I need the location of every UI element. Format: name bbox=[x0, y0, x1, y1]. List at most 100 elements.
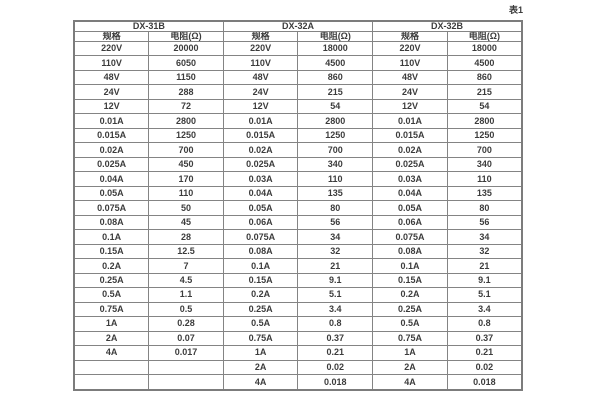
table-cell: 860 bbox=[446, 69, 523, 86]
table-row: 2A 0.02 2A 0.02 bbox=[73, 359, 523, 376]
table-row: 0.75A 0.5 0.25A 3.4 0.25A 3.4 bbox=[73, 301, 523, 318]
table-cell: 50 bbox=[148, 200, 224, 216]
table-cell: 0.15A bbox=[73, 243, 150, 260]
table-cell: 56 bbox=[297, 214, 374, 231]
table-row: 0.2A 7 0.1A 21 0.1A 21 bbox=[73, 258, 523, 274]
table-cell: 3.4 bbox=[297, 301, 374, 318]
group-header-dx31b: DX-31B bbox=[73, 20, 224, 32]
table-cell: 18000 bbox=[297, 40, 374, 57]
table-row: 220V 20000 220V 18000 220V 18000 bbox=[73, 40, 523, 57]
table-cell: 700 bbox=[297, 142, 374, 158]
table-row: 1A 0.28 0.5A 0.8 0.5A 0.8 bbox=[73, 316, 523, 332]
table-cell: 0.05A bbox=[73, 185, 150, 202]
table-cell: 0.2A bbox=[372, 287, 448, 303]
column-header-spec: 规格 bbox=[73, 31, 150, 42]
table-cell: 18000 bbox=[446, 40, 523, 57]
table-cell: 0.018 bbox=[297, 374, 374, 391]
table-cell: 340 bbox=[446, 156, 523, 173]
table-row: 4A 0.017 1A 0.21 1A 0.21 bbox=[73, 345, 523, 361]
table-cell: 110 bbox=[297, 171, 374, 187]
table-cell: 0.05A bbox=[222, 200, 299, 216]
table-row: 4A 0.018 4A 0.018 bbox=[73, 374, 523, 391]
table-row: 48V 1150 48V 860 48V 860 bbox=[73, 69, 523, 86]
table-cell: 220V bbox=[222, 40, 299, 57]
table-cell: 21 bbox=[446, 258, 523, 274]
table-cell: 48V bbox=[73, 69, 150, 86]
table-cell: 9.1 bbox=[446, 272, 523, 289]
table-cell: 110V bbox=[372, 55, 448, 71]
table-row: 0.5A 1.1 0.2A 5.1 0.2A 5.1 bbox=[73, 287, 523, 303]
table-row: 0.25A 4.5 0.15A 9.1 0.15A 9.1 bbox=[73, 272, 523, 289]
table-row: 0.025A 450 0.025A 340 0.025A 340 bbox=[73, 156, 523, 173]
column-header-resistance: 电阻(Ω) bbox=[148, 31, 224, 42]
table-cell: 860 bbox=[297, 69, 374, 86]
table-cell: 5.1 bbox=[446, 287, 523, 303]
table-cell: 32 bbox=[446, 243, 523, 260]
table-cell: 0.025A bbox=[73, 156, 150, 173]
table-cell: 4A bbox=[222, 374, 299, 391]
table-cell: 54 bbox=[446, 98, 523, 115]
table-row: 0.02A 700 0.02A 700 0.02A 700 bbox=[73, 142, 523, 158]
table-cell: 0.04A bbox=[73, 171, 150, 187]
table-cell: 0.025A bbox=[372, 156, 448, 173]
table-cell: 0.07 bbox=[148, 330, 224, 347]
table-cell: 0.018 bbox=[446, 374, 523, 391]
table-cell: 170 bbox=[148, 171, 224, 187]
table-cell: 0.1A bbox=[73, 229, 150, 245]
table-cell: 0.015A bbox=[222, 127, 299, 144]
table-cell: 48V bbox=[372, 69, 448, 86]
table-cell: 110V bbox=[73, 55, 150, 71]
table-cell: 0.25A bbox=[73, 272, 150, 289]
table-cell: 1A bbox=[73, 316, 150, 332]
table-cell: 0.1A bbox=[222, 258, 299, 274]
table-cell: 34 bbox=[297, 229, 374, 245]
table-cell bbox=[148, 374, 224, 391]
table-cell: 0.04A bbox=[222, 185, 299, 202]
table-row: 24V 288 24V 215 24V 215 bbox=[73, 84, 523, 100]
table-cell: 0.8 bbox=[446, 316, 523, 332]
table-cell: 0.02A bbox=[73, 142, 150, 158]
table-cell: 1250 bbox=[148, 127, 224, 144]
table-cell: 215 bbox=[297, 84, 374, 100]
table-cell: 700 bbox=[446, 142, 523, 158]
table-cell: 4500 bbox=[446, 55, 523, 71]
table-cell: 4.5 bbox=[148, 272, 224, 289]
table-cell: 0.01A bbox=[372, 113, 448, 129]
table-cell: 288 bbox=[148, 84, 224, 100]
table-cell: 45 bbox=[148, 214, 224, 231]
column-header-row: 规格 电阻(Ω) 规格 电阻(Ω) 规格 电阻(Ω) bbox=[73, 31, 523, 42]
table-cell: 0.75A bbox=[73, 301, 150, 318]
table-cell: 0.5A bbox=[73, 287, 150, 303]
table-cell: 0.02 bbox=[297, 359, 374, 376]
table-cell: 32 bbox=[297, 243, 374, 260]
table-cell: 220V bbox=[73, 40, 150, 57]
table-cell: 0.5A bbox=[372, 316, 448, 332]
table-cell: 135 bbox=[446, 185, 523, 202]
table-cell: 0.02 bbox=[446, 359, 523, 376]
table-cell: 0.2A bbox=[222, 287, 299, 303]
table-cell: 0.01A bbox=[222, 113, 299, 129]
resistance-table: DX-31B DX-32A DX-32B 规格 电阻(Ω) 规格 电阻(Ω) 规… bbox=[73, 20, 523, 391]
table-cell: 1150 bbox=[148, 69, 224, 86]
table-cell: 0.25A bbox=[222, 301, 299, 318]
table-cell: 0.08A bbox=[73, 214, 150, 231]
table-cell: 12V bbox=[222, 98, 299, 115]
table-row: 0.04A 170 0.03A 110 0.03A 110 bbox=[73, 171, 523, 187]
table-cell: 1250 bbox=[297, 127, 374, 144]
table-cell: 340 bbox=[297, 156, 374, 173]
table-cell: 12V bbox=[73, 98, 150, 115]
table-cell: 0.015A bbox=[372, 127, 448, 144]
table-cell: 24V bbox=[372, 84, 448, 100]
column-header-spec: 规格 bbox=[222, 31, 299, 42]
table-cell: 135 bbox=[297, 185, 374, 202]
table-cell: 0.08A bbox=[372, 243, 448, 260]
table-cell: 0.015A bbox=[73, 127, 150, 144]
column-header-resistance: 电阻(Ω) bbox=[297, 31, 374, 42]
table-cell: 1250 bbox=[446, 127, 523, 144]
table-cell: 2A bbox=[73, 330, 150, 347]
table-cell: 7 bbox=[148, 258, 224, 274]
table-cell: 1.1 bbox=[148, 287, 224, 303]
group-header-row: DX-31B DX-32A DX-32B bbox=[73, 20, 523, 32]
table-caption: 表1 bbox=[508, 5, 523, 15]
